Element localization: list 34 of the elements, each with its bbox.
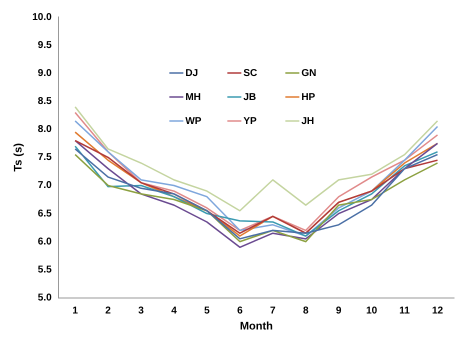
legend-label: YP xyxy=(243,116,257,127)
x-tick-label: 5 xyxy=(204,306,210,317)
x-tick-label: 7 xyxy=(270,306,276,317)
y-tick-label: 6.5 xyxy=(38,208,52,220)
x-tick-label: 6 xyxy=(237,306,244,317)
x-tick-label: 12 xyxy=(432,306,444,317)
x-tick-label: 9 xyxy=(336,306,342,317)
x-tick-label: 11 xyxy=(399,306,410,317)
legend-label: HP xyxy=(301,92,316,103)
legend-label: MH xyxy=(185,92,201,103)
legend-label: GN xyxy=(301,68,316,79)
x-tick-label: 3 xyxy=(138,306,144,317)
y-tick-label: 9.5 xyxy=(38,40,52,51)
y-tick-label: 7.5 xyxy=(38,152,52,164)
y-tick-label: 10.0 xyxy=(32,12,52,23)
y-tick-label: 5.0 xyxy=(38,292,52,304)
y-tick-label: 7.0 xyxy=(38,180,52,192)
x-tick-label: 2 xyxy=(105,306,112,317)
legend-label: DJ xyxy=(185,68,198,79)
legend-label: JB xyxy=(243,92,256,103)
x-tick-label: 10 xyxy=(366,306,378,317)
legend-label: SC xyxy=(243,68,258,79)
y-tick-label: 8.0 xyxy=(38,124,52,136)
y-axis-title: Ts (s) xyxy=(12,142,25,172)
x-tick-label: 8 xyxy=(302,306,309,317)
x-tick-label: 4 xyxy=(171,306,178,317)
y-tick-label: 8.5 xyxy=(38,96,52,107)
y-tick-label: 9.0 xyxy=(38,68,52,79)
x-axis-title: Month xyxy=(240,320,274,332)
legend-label: WP xyxy=(185,116,202,127)
x-tick-label: 1 xyxy=(72,306,78,317)
legend-label: JH xyxy=(301,116,314,127)
y-tick-label: 6.0 xyxy=(38,236,52,248)
y-tick-label: 5.5 xyxy=(38,264,52,276)
